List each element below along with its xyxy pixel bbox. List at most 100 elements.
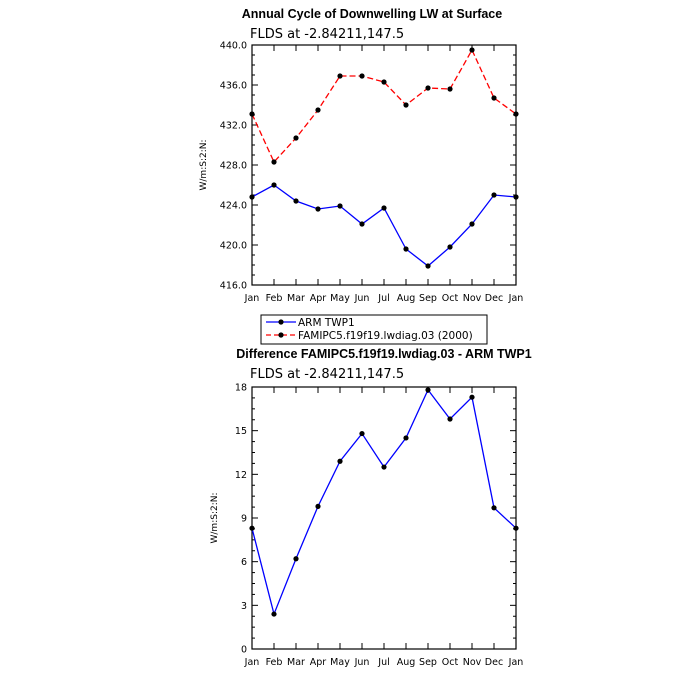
bottom-series-0-point <box>337 458 343 464</box>
bottom-y-tick-label: 3 <box>241 601 247 612</box>
top-x-tick-label: Jul <box>377 293 389 304</box>
top-series-1-point <box>315 107 321 113</box>
top-x-tick-label: Sep <box>419 293 437 304</box>
bottom-x-tick-label: Oct <box>442 657 459 668</box>
bottom-plot-frame <box>251 386 517 650</box>
top-x-tick-label: Jan <box>508 293 524 304</box>
top-series-1-point <box>425 85 431 91</box>
bottom-series-0-point <box>469 394 475 400</box>
top-series-1-point <box>447 86 453 92</box>
bottom-x-tick-label: Feb <box>266 657 283 668</box>
bottom-x-tick-label: Jul <box>377 657 389 668</box>
bottom-x-tick-label: Apr <box>310 657 327 668</box>
top-x-tick-label: Aug <box>397 293 416 304</box>
top-y-tick-label: 428.0 <box>220 161 247 172</box>
top-series-0-point <box>249 194 255 200</box>
top-series-0-point <box>469 221 475 227</box>
top-series-1-point <box>337 73 343 79</box>
bottom-series-0-point <box>381 464 387 470</box>
bottom-y-tick-label: 15 <box>235 426 247 437</box>
top-x-tick-label: May <box>330 293 350 304</box>
bottom-chart-panel: Difference FAMIPC5.f19f19.lwdiag.03 - AR… <box>210 347 532 668</box>
bottom-series-0-point <box>513 525 519 531</box>
top-series-0-point <box>337 203 343 209</box>
top-series-1-point <box>469 47 475 53</box>
bottom-chart-subtitle: FLDS at -2.84211,147.5 <box>250 367 404 382</box>
top-x-tick-label: Nov <box>463 293 482 304</box>
bottom-chart-title: Difference FAMIPC5.f19f19.lwdiag.03 - AR… <box>236 347 531 361</box>
top-series-line-0 <box>251 184 517 267</box>
top-series-0-point <box>315 206 321 212</box>
top-series-1-point <box>491 95 497 101</box>
bottom-series-0-point <box>359 430 365 437</box>
bottom-chart-y-axis-label: W/m:S:2:N: <box>210 493 220 544</box>
bottom-series-0-point <box>249 525 255 531</box>
top-chart-legend: ARM TWP1 FAMIPC5.f19f19.lwdiag.03 (2000) <box>260 314 488 345</box>
bottom-x-tick-label: Jan <box>508 657 524 668</box>
bottom-x-tick-label: Dec <box>485 657 503 668</box>
bottom-x-tick-label: Jan <box>244 657 260 668</box>
bottom-chart-plot-area: 0 3 6 9 12 15 18 Jan Feb Mar Apr May Jun Jul Aug Sep Oct… <box>235 383 523 669</box>
top-y-tick-label: 420.0 <box>220 241 247 252</box>
bottom-y-tick-label: 0 <box>241 645 247 656</box>
bottom-series-0-point <box>491 505 497 511</box>
top-y-tick-label: 436.0 <box>220 81 247 92</box>
bottom-y-tick-label: 9 <box>241 514 247 525</box>
bottom-y-tick-label: 18 <box>235 383 247 394</box>
top-series-1-point <box>359 73 365 79</box>
bottom-x-tick-label: Sep <box>419 657 437 668</box>
top-series-1-point <box>403 102 409 108</box>
top-x-tick-label: Apr <box>310 293 327 304</box>
top-series-0-point <box>425 263 431 269</box>
top-x-tick-label: Dec <box>485 293 503 304</box>
top-x-tick-label: Mar <box>287 293 305 304</box>
bottom-series-0-point <box>425 387 431 393</box>
top-series-1-point <box>293 135 299 141</box>
legend-marker-model <box>278 332 284 338</box>
top-series-0-point <box>513 194 519 200</box>
top-x-tick-label: Feb <box>266 293 283 304</box>
top-series-0-point <box>271 182 277 188</box>
top-y-tick-label: 424.0 <box>220 201 247 212</box>
top-series-0-point <box>491 192 497 198</box>
bottom-x-tick-label: Aug <box>397 657 416 668</box>
legend-box <box>260 314 488 345</box>
top-series-1-point <box>249 111 255 117</box>
top-series-0-point <box>359 221 365 227</box>
top-y-tick-label: 432.0 <box>220 121 247 132</box>
bottom-y-tick-label: 6 <box>241 557 247 568</box>
top-x-tick-label: Oct <box>442 293 459 304</box>
bottom-series-0-point <box>293 556 299 562</box>
bottom-series-0-point <box>447 416 453 422</box>
legend-label-model: FAMIPC5.f19f19.lwdiag.03 (2000) <box>298 330 473 342</box>
bottom-x-tick-label: May <box>330 657 350 668</box>
top-chart-subtitle: FLDS at -2.84211,147.5 <box>250 27 404 42</box>
top-y-tick-label: 416.0 <box>220 281 247 292</box>
bottom-series-0-point <box>403 435 409 441</box>
legend-marker-arm <box>278 319 284 325</box>
top-series-0-point <box>403 246 409 252</box>
top-series-1-point <box>381 79 387 85</box>
bottom-series-0-point <box>315 503 321 509</box>
bottom-x-tick-label: Mar <box>287 657 305 668</box>
top-chart-panel: Annual Cycle of Downwelling LW at Surfac… <box>199 7 523 304</box>
top-chart-title: Annual Cycle of Downwelling LW at Surfac… <box>242 7 502 21</box>
top-series-0-point <box>381 205 387 211</box>
top-x-tick-label: Jun <box>354 293 370 304</box>
top-series-0-point <box>293 198 299 204</box>
top-series-1-point <box>271 159 277 165</box>
bottom-series-line-0 <box>251 388 517 617</box>
bottom-x-tick-label: Jun <box>354 657 370 668</box>
top-chart-plot-area: 416.0 420.0 424.0 428.0 432.0 436.0 440.0 Jan Fe… <box>220 41 524 305</box>
legend-label-arm: ARM TWP1 <box>298 317 355 329</box>
bottom-series-0-point <box>271 611 277 617</box>
top-y-tick-label: 440.0 <box>220 41 247 52</box>
top-x-tick-label: Jan <box>244 293 260 304</box>
bottom-y-tick-label: 12 <box>235 470 247 481</box>
bottom-x-tick-label: Nov <box>463 657 482 668</box>
top-series-1-point <box>513 111 519 117</box>
top-series-line-1 <box>251 48 517 164</box>
top-series-0-point <box>447 244 453 250</box>
top-chart-y-axis-label: W/m:S:2:N: <box>199 140 209 191</box>
